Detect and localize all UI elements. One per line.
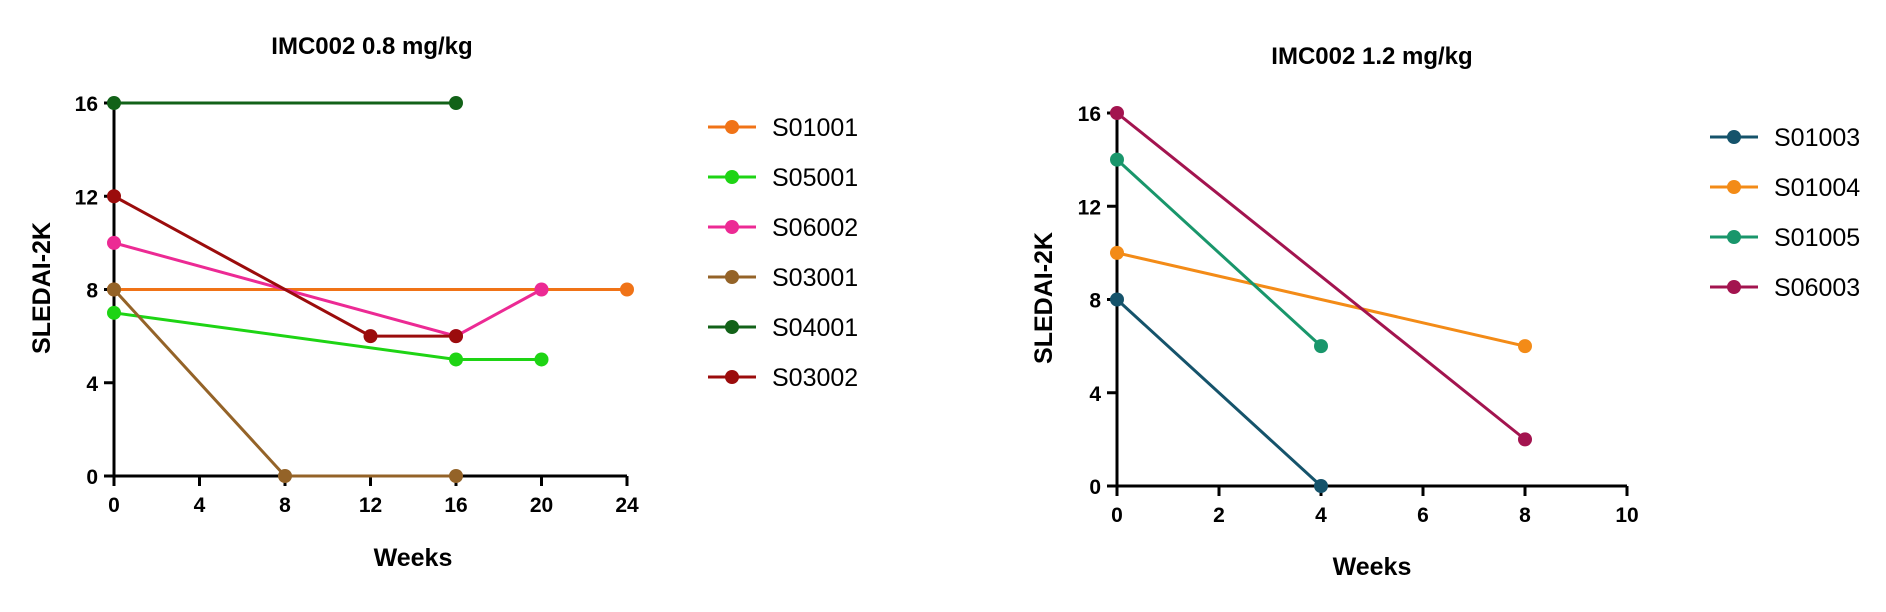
data-point-S05001: [107, 305, 121, 320]
y-tick-label: 8: [86, 280, 98, 303]
data-point-S05001: [534, 352, 549, 367]
y-tick-label: 0: [86, 466, 98, 489]
y-axis-label: SLEDAI-2K: [1030, 232, 1058, 364]
chart-title: IMC002 1.2 mg/kg: [1271, 43, 1472, 70]
chart-title: IMC002 0.8 mg/kg: [271, 33, 472, 60]
y-tick-label: 8: [1089, 290, 1101, 313]
data-point-S05001: [449, 352, 463, 367]
y-tick-label: 4: [1089, 383, 1101, 406]
data-point-S01003: [1314, 479, 1328, 493]
data-point-S06003: [1110, 106, 1124, 120]
data-point-S01005: [1314, 339, 1328, 354]
data-point-S03001: [278, 469, 292, 483]
series-line-S03001: [112, 288, 456, 478]
y-axis-label: SLEDAI-2K: [28, 222, 56, 354]
y-tick-label: 4: [86, 373, 98, 396]
data-point-S01004: [1518, 339, 1532, 354]
series-line-S01005: [1115, 158, 1323, 348]
x-tick-label: 4: [1315, 504, 1327, 527]
data-point-S01005: [1110, 152, 1124, 167]
legend-swatch-marker: [725, 120, 739, 134]
x-axis-label: Weeks: [1333, 553, 1412, 581]
legend-swatch-marker: [725, 270, 739, 284]
legend-label: S06002: [772, 214, 858, 242]
legend-swatch-marker: [725, 220, 739, 234]
legend-label: S04001: [772, 314, 858, 342]
chart-imc002-1-2: IMC002 1.2 mg/kg Weeks SLEDAI-2K 0 2 4 6 8 10…: [1030, 43, 1860, 581]
legend-swatch-marker: [1727, 280, 1741, 294]
data-point-S01001: [620, 282, 634, 297]
x-tick-label: 16: [444, 494, 467, 517]
data-point-S03002: [107, 189, 121, 204]
x-tick-label: 0: [108, 494, 120, 517]
y-tick-label: 16: [75, 93, 98, 116]
data-point-S04001: [449, 96, 463, 110]
x-tick-label: 20: [530, 494, 553, 517]
x-tick-label: 10: [1615, 504, 1638, 527]
series-line-S03002: [113, 194, 456, 338]
x-tick-label: 0: [1111, 504, 1123, 527]
data-point-S03002: [363, 329, 378, 344]
legend-label: S06003: [1774, 274, 1860, 302]
data-point-S03002: [449, 329, 463, 344]
y-tick-label: 16: [1078, 103, 1101, 126]
legend-swatch-marker: [725, 170, 739, 184]
series-line-S05001: [113, 311, 542, 361]
y-tick-label: 12: [1078, 196, 1101, 219]
x-axis-label: Weeks: [374, 544, 453, 572]
legend-label: S03002: [772, 364, 858, 392]
legend-label: S01005: [1774, 224, 1860, 252]
data-point-S04001: [107, 96, 121, 110]
x-tick-label: 6: [1417, 504, 1429, 527]
x-tick-label: 12: [359, 494, 382, 517]
x-tick-label: 8: [1519, 504, 1531, 527]
x-tick-label: 24: [615, 494, 639, 517]
legend-swatch-marker: [725, 370, 739, 384]
data-point-S06002: [534, 282, 549, 297]
series-line-S06003: [1116, 111, 1526, 441]
y-tick-label: 12: [75, 186, 98, 209]
data-point-S06002: [107, 235, 121, 250]
legend-label: S03001: [772, 264, 858, 292]
chart-imc002-0-8: IMC002 0.8 mg/kg Weeks SLEDAI-2K 0 4 8 12 16…: [28, 33, 858, 572]
x-tick-label: 8: [279, 494, 291, 517]
data-point-S06003: [1518, 432, 1532, 447]
x-tick-label: 4: [194, 494, 206, 517]
legend-swatch-marker: [1727, 180, 1741, 194]
series-line-S01004: [1116, 251, 1526, 348]
data-point-S01003: [1110, 292, 1124, 307]
y-tick-label: 0: [1089, 476, 1101, 499]
legend-label: S05001: [772, 164, 858, 192]
legend-swatch-marker: [725, 320, 739, 334]
legend-swatch-marker: [1727, 130, 1741, 144]
data-point-S01004: [1110, 245, 1124, 260]
series-line-S01003: [1115, 298, 1323, 488]
data-point-S03001: [449, 469, 463, 483]
data-point-S03001: [107, 282, 121, 297]
legend-label: S01003: [1774, 124, 1860, 152]
x-tick-label: 2: [1213, 504, 1225, 527]
legend-label: S01001: [772, 114, 858, 142]
legend-swatch-marker: [1727, 230, 1741, 244]
legend-label: S01004: [1774, 174, 1860, 202]
